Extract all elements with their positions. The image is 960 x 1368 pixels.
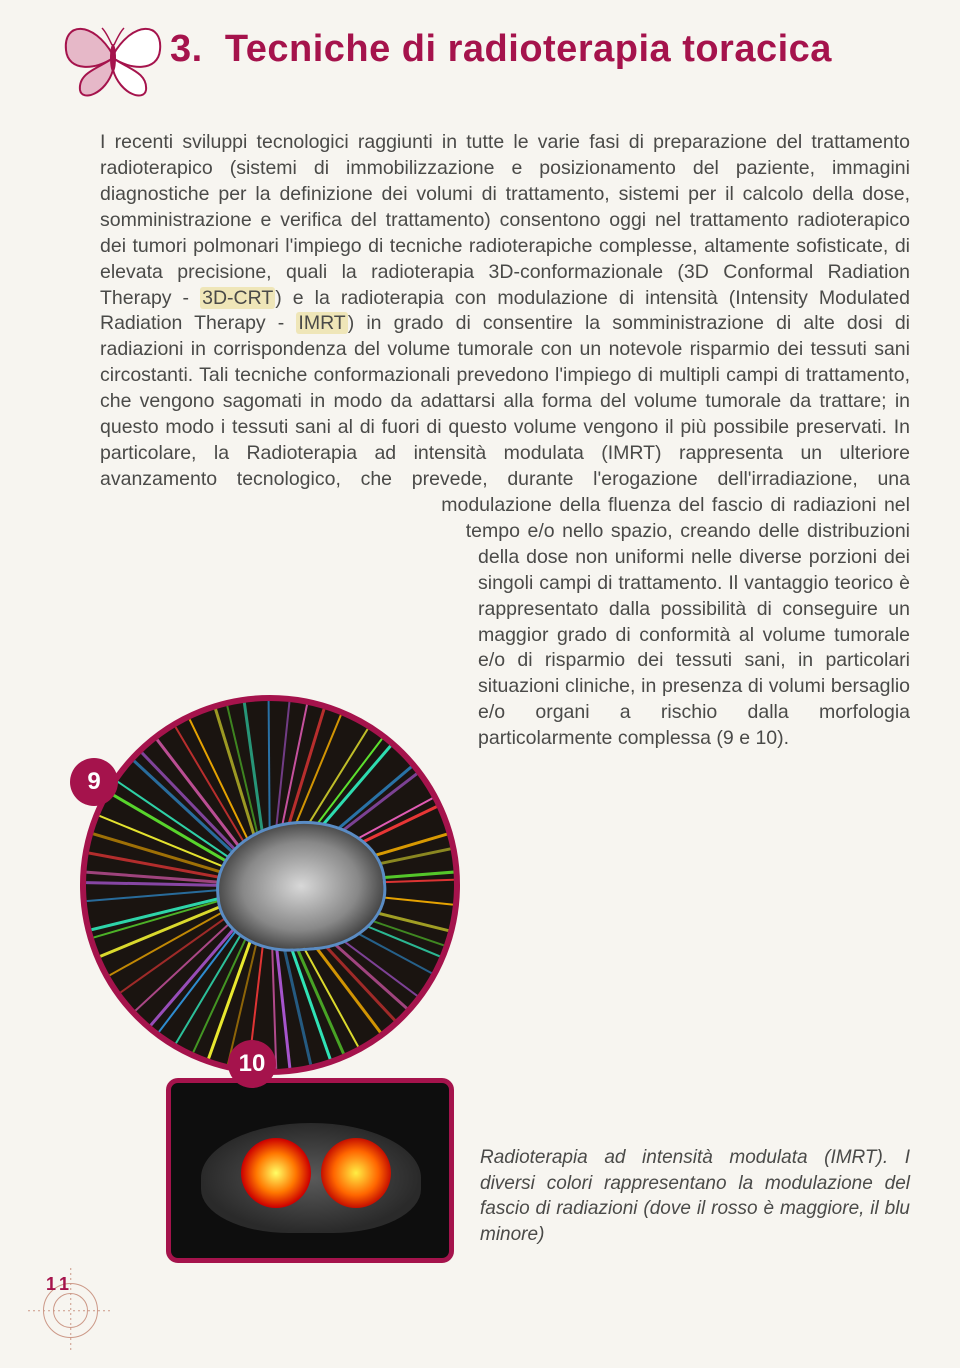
figure-caption: Radioterapia ad intensità modulata (IMRT… (480, 1145, 910, 1248)
page-number: 11 (46, 1274, 73, 1295)
figure-9-imrt-beams (80, 695, 460, 1075)
page-number-ornament: 11 (28, 1268, 113, 1353)
figure-badge-9: 9 (70, 758, 118, 806)
figure-10-dose-map (166, 1078, 454, 1263)
section-title: 3. Tecniche di radioterapia toracica (170, 28, 920, 71)
butterfly-icon (58, 10, 168, 105)
highlight-3dcrt: 3D-CRT (200, 287, 275, 309)
highlight-imrt: IMRT (296, 312, 347, 334)
figure-badge-10: 10 (228, 1040, 276, 1088)
